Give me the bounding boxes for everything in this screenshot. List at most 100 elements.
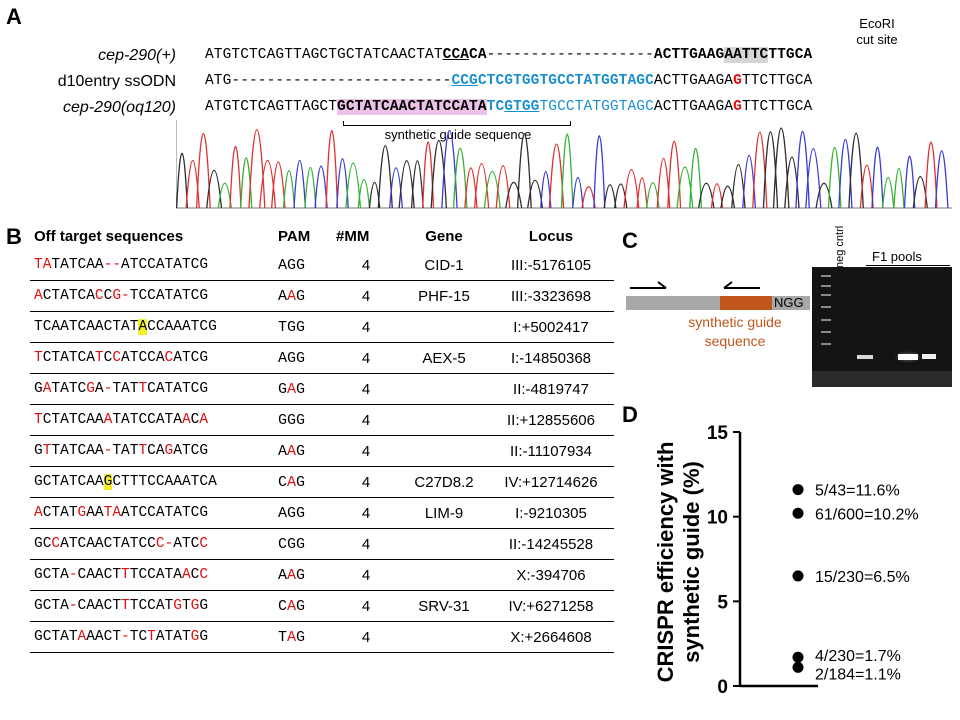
table-row: ACTATGAATAATCCATATCG AGG 4 LIM-9 I:-9210305 xyxy=(30,497,614,529)
off-target-sequence: ACTATCACCG-TCCATATCG xyxy=(30,280,274,312)
chromatogram-peak xyxy=(206,170,223,209)
chromatogram-peak xyxy=(772,127,790,209)
pam-cell: AGG xyxy=(274,250,332,281)
pam-cell: TAG xyxy=(274,621,332,653)
data-point xyxy=(792,507,804,519)
panel-label-d: D xyxy=(622,402,638,427)
header-gene: Gene xyxy=(425,227,463,245)
chromatogram-peak xyxy=(357,179,371,209)
mismatch-count-cell: 4 xyxy=(332,311,400,343)
gel-neg-ctrl-label: neg cntrl xyxy=(834,225,846,268)
header-pam: PAM xyxy=(278,227,311,245)
sequence-text-oq120: ATGTCTCAGTTAGCTGCTATCAACTATCCATATCGTGGTG… xyxy=(205,99,813,115)
chromatogram-peak xyxy=(282,170,296,209)
chromatogram-traces xyxy=(176,127,949,209)
chromatogram-peak xyxy=(176,152,188,209)
synthetic-guide-bracket xyxy=(343,121,571,126)
sequence-row-oq120: cep-290(oq120) ATGTCTCAGTTAGCTGCTATCAACT… xyxy=(0,99,960,121)
ecori-label-line2: cut site xyxy=(856,32,898,47)
pam-cell: AAG xyxy=(274,435,332,467)
chart-points: 5/43=11.6% 61/600=10.2% 15/230=6.5% 4/230=1… xyxy=(792,483,919,683)
chromatogram-peak xyxy=(934,150,949,209)
chromatogram-peak xyxy=(548,143,565,209)
off-target-body: TATATCAA--ATCCATATCG AGG 4 CID-1 III:-517610… xyxy=(30,250,614,653)
chromatogram-peak xyxy=(667,140,682,209)
panel-label-c: C xyxy=(622,228,638,253)
construct-guide-label: synthetic guide sequence xyxy=(680,313,790,351)
chromatogram-peak xyxy=(195,133,211,209)
data-point-label: 2/184=1.1% xyxy=(815,666,901,683)
data-point-label: 15/230=6.5% xyxy=(815,569,910,586)
off-target-sequence: TATATCAA--ATCCATATCG xyxy=(30,250,274,281)
chromatogram-peak xyxy=(377,145,393,209)
y-tick-label: 0 xyxy=(717,677,728,698)
table-row: GCTATCAAGCTTTCCAAATCA CAG 4 C27D8.2 IV:+1271… xyxy=(30,466,614,498)
pam-cell: CAG xyxy=(274,590,332,622)
locus-cell: IV:+12714626 xyxy=(488,466,614,498)
pam-cell: GGG xyxy=(274,404,332,436)
off-target-sequence: TCTATCAAATATCCATAACA xyxy=(30,404,274,436)
table-row: GATATCGA-TATTCATATCG GAG 4 II:-4819747 xyxy=(30,373,614,405)
off-target-sequence: TCAATCAACTATACCAAATCG xyxy=(30,311,274,343)
header-locus: Locus xyxy=(528,227,574,245)
chromatogram-peak xyxy=(325,130,339,209)
chromatogram-peak xyxy=(452,148,468,209)
chromatogram-peak xyxy=(871,146,884,209)
table-row: GCTA-CAACTTTCCATGTGG CAG 4 SRV-31 IV:+627125… xyxy=(30,590,614,622)
gene-cell xyxy=(400,373,488,405)
gene-cell: AEX-5 xyxy=(400,342,488,374)
locus-cell: I:-14850368 xyxy=(488,342,614,374)
chart-y-axis: 0 5 10 15 xyxy=(707,423,818,698)
sequence-row-ssodn: d10entry ssODN ATG----------------------… xyxy=(0,73,960,95)
table-row: TCTATCAAATATCCATAACA GGG 4 II:+12855606 xyxy=(30,404,614,436)
chromatogram-peak xyxy=(217,182,232,209)
chromatogram-peak xyxy=(903,155,916,209)
chromatogram-peak xyxy=(795,130,810,209)
y-tick-label: 5 xyxy=(717,592,728,613)
off-target-sequence: GCTATAAACT-TCTATATGG xyxy=(30,621,274,653)
chromatogram-peak xyxy=(881,176,895,209)
off-target-sequence: GATATCGA-TATTCATATCG xyxy=(30,373,274,405)
construct-guide-label-2: sequence xyxy=(704,333,766,349)
gene-cell: C27D8.2 xyxy=(400,466,488,498)
chromatogram-peak xyxy=(271,161,286,209)
sequence-text-ssodn: ATG-------------------------CCGCTCGTGGTG… xyxy=(205,73,813,89)
reverse-primer-arrow xyxy=(723,281,760,289)
gene-cell: SRV-31 xyxy=(400,590,488,622)
locus-cell: X:-394706 xyxy=(488,559,614,591)
chromatogram-peak xyxy=(805,148,822,209)
data-point-label: 4/230=1.7% xyxy=(815,648,901,665)
pam-cell: TGG xyxy=(274,311,332,343)
mismatch-count-cell: 4 xyxy=(332,250,400,281)
table-row: GTTATCAA-TATTCAGATCG AAG 4 II:-11107934 xyxy=(30,435,614,467)
off-target-sequence: ACTATGAATAATCCATATCG xyxy=(30,497,274,529)
mismatch-count-cell: 4 xyxy=(332,466,400,498)
sequence-row-wt: cep-290(+) ATGTCTCAGTTAGCTGCTATCAACTATCC… xyxy=(0,47,960,69)
chromatogram-peak xyxy=(859,164,874,209)
mismatch-count-cell: 4 xyxy=(332,342,400,374)
chromatogram-peak xyxy=(293,159,307,209)
mismatch-count-cell: 4 xyxy=(332,280,400,312)
chromatogram-peak xyxy=(483,171,501,209)
data-point-label: 5/43=11.6% xyxy=(815,483,900,500)
data-point xyxy=(792,570,804,582)
mismatch-count-cell: 4 xyxy=(332,373,400,405)
chromatogram-peak xyxy=(516,133,532,209)
header-mm: #MM xyxy=(336,227,370,245)
chromatogram-peak xyxy=(572,176,584,209)
construct-guide-label-1: synthetic guide xyxy=(688,314,782,330)
chromatogram-peak xyxy=(623,169,640,209)
locus-cell: I:-9210305 xyxy=(488,497,614,529)
ecori-label-line1: EcoRI xyxy=(859,16,895,31)
locus-cell: II:+12855606 xyxy=(488,404,614,436)
off-target-table: Off target sequences PAM #MM Gene Locus … xyxy=(30,222,614,653)
locus-cell: III:-3323698 xyxy=(488,280,614,312)
chart-y-axis-label: CRISPR efficiency with synthetic guide (… xyxy=(653,441,704,683)
gel-ladder xyxy=(821,275,831,345)
mismatch-count-cell: 4 xyxy=(332,435,400,467)
construct-diagram xyxy=(626,281,810,310)
chromatogram-peak xyxy=(581,186,596,209)
mismatch-count-cell: 4 xyxy=(332,559,400,591)
chromatogram-peak xyxy=(613,183,628,209)
chromatogram-peak xyxy=(505,182,523,209)
